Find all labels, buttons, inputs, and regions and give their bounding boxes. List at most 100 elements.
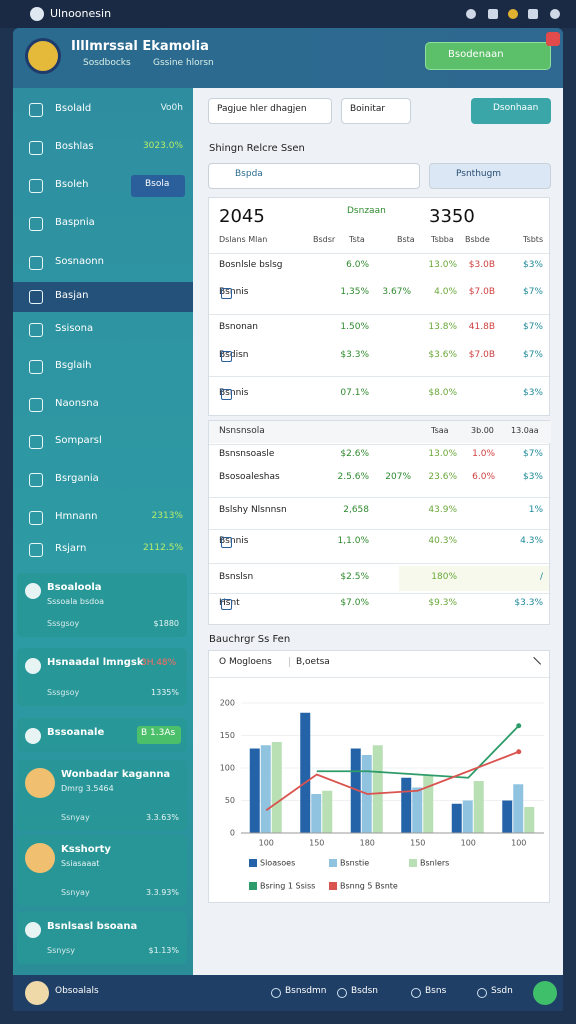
cell: 6.0% bbox=[346, 260, 369, 270]
cell: 1% bbox=[528, 505, 543, 515]
chart-tab[interactable]: O Mogloens bbox=[219, 657, 272, 667]
row-label: Bsnnis bbox=[219, 388, 249, 398]
footer-action[interactable] bbox=[533, 981, 557, 1005]
footer-item[interactable]: Bsdsn bbox=[351, 986, 378, 996]
row-label: Bsdisn bbox=[219, 350, 249, 360]
row-separator bbox=[209, 593, 551, 594]
sidebar-icon bbox=[29, 473, 43, 487]
row-label: Bsnnis bbox=[219, 287, 249, 297]
footer-item[interactable]: Obsoalals bbox=[55, 986, 99, 996]
bar bbox=[412, 787, 423, 833]
footer: Obsoalals Bsnsdmn Bsdsn Bsns Ssdn bbox=[13, 975, 563, 1011]
sidebar-item[interactable]: Bsrgania bbox=[55, 473, 99, 484]
cell: / bbox=[539, 572, 543, 582]
sidebar-card: Hsnaadal lmngsk 3H.48% Sssgsoy 1335% bbox=[17, 648, 187, 706]
chart-tab[interactable]: B,oetsa bbox=[289, 657, 330, 667]
y-tick-label: 50 bbox=[225, 796, 235, 805]
sidebar-item[interactable]: Bsolald bbox=[55, 103, 92, 114]
y-tick-label: 0 bbox=[230, 829, 235, 838]
sidebar-item[interactable]: Boshlas bbox=[55, 141, 94, 152]
card-meta-value: $1.13% bbox=[148, 946, 179, 955]
cell: 07.1% bbox=[340, 388, 369, 398]
card-title: Hsnaadal lmngsk bbox=[47, 657, 144, 668]
header-link[interactable]: Gssine hlorsn bbox=[153, 58, 214, 68]
x-tick-label: 100 bbox=[461, 839, 476, 848]
bar bbox=[372, 745, 383, 833]
dropdown-label: Pagjue hler dhagjen bbox=[217, 104, 307, 114]
close-button[interactable] bbox=[546, 32, 560, 46]
x-tick-label: 150 bbox=[410, 839, 425, 848]
column-header: Bsdsr bbox=[313, 235, 336, 244]
sidebar-item[interactable]: Naonsna bbox=[55, 398, 99, 409]
dropdown[interactable]: Pagjue hler dhagjen bbox=[208, 98, 332, 124]
cell: $3% bbox=[522, 260, 543, 270]
cell: $7.0B bbox=[468, 350, 495, 360]
row-icon bbox=[221, 288, 232, 299]
cell: $2.6% bbox=[340, 449, 369, 459]
cell: $7% bbox=[522, 287, 543, 297]
app-icon bbox=[30, 7, 44, 21]
legend-swatch bbox=[329, 882, 337, 890]
cell: $7.0B bbox=[468, 287, 495, 297]
bar bbox=[423, 774, 434, 833]
x-tick-label: 100 bbox=[259, 839, 274, 848]
card-meta-value: 1335% bbox=[151, 688, 179, 697]
card-subtitle: Ssiasaaat bbox=[61, 859, 100, 868]
toolbar-button[interactable]: Dsonhaan bbox=[471, 98, 551, 124]
legend-label: Bsnstie bbox=[340, 859, 369, 868]
cell: $3.3% bbox=[514, 598, 543, 608]
sidebar-item[interactable]: Bsoleh bbox=[55, 179, 89, 190]
cell: $7% bbox=[522, 322, 543, 332]
table-metric: 3350 bbox=[429, 206, 475, 227]
card-meta: Ssnysy bbox=[47, 946, 75, 955]
status-icon bbox=[466, 9, 476, 19]
sidebar-item[interactable]: Somparsl bbox=[55, 435, 102, 446]
sidebar-icon bbox=[29, 141, 43, 155]
footer-item[interactable]: Bsnsdmn bbox=[285, 986, 327, 996]
sidebar-item[interactable]: Bsglaih bbox=[55, 360, 92, 371]
card-avatar bbox=[25, 583, 41, 599]
sidebar-item[interactable]: Baspnia bbox=[55, 217, 95, 228]
filter-box[interactable]: Psnthugm bbox=[429, 163, 551, 189]
row-label: Bsosoaleshas bbox=[219, 472, 280, 482]
sidebar-card: Bsoaloola Sssoala bsdoa Sssgsoy $1880 bbox=[17, 573, 187, 637]
row-icon bbox=[221, 537, 232, 548]
sidebar-item[interactable]: Rsjarn bbox=[55, 543, 87, 554]
section-title: Shingn Relcre Ssen bbox=[209, 143, 305, 154]
sidebar: Bsolald Vo0h Boshlas 3023.0% Bsoleh Bsola Basp… bbox=[13, 88, 193, 975]
cell: 1.50% bbox=[340, 322, 369, 332]
card-avatar bbox=[25, 768, 55, 798]
header-button[interactable]: Bsodenaan bbox=[425, 42, 551, 70]
search-box[interactable]: Bspda bbox=[208, 163, 420, 189]
cell: 43.9% bbox=[428, 505, 457, 515]
sidebar-card: Ksshorty Ssiasaaat Ssnyay 3.3.93% bbox=[17, 835, 187, 906]
table-metric: 2045 bbox=[219, 206, 265, 227]
cell: 207% bbox=[385, 472, 411, 482]
footer-item[interactable]: Bsns bbox=[425, 986, 447, 996]
cell: $7% bbox=[522, 449, 543, 459]
sidebar-item[interactable]: Hmnann bbox=[55, 511, 98, 522]
column-header: Bsbde bbox=[465, 235, 490, 244]
sidebar-button[interactable]: Bsola bbox=[131, 175, 185, 197]
cell: 2.5.6% bbox=[337, 472, 369, 482]
sidebar-icon bbox=[29, 256, 43, 270]
dropdown[interactable]: Boinitar bbox=[341, 98, 411, 124]
row-label: Hsnt bbox=[219, 598, 240, 608]
sidebar-active bbox=[13, 282, 193, 312]
sidebar-icon bbox=[29, 290, 43, 304]
row-separator bbox=[209, 314, 551, 315]
header-link[interactable]: Sosdbocks bbox=[83, 58, 131, 68]
bar bbox=[462, 800, 473, 833]
sidebar-item[interactable]: Ssisona bbox=[55, 323, 94, 334]
tab-separator bbox=[209, 677, 551, 678]
footer-icon bbox=[411, 988, 421, 998]
footer-item[interactable]: Ssdn bbox=[491, 986, 513, 996]
card-title: Ksshorty bbox=[61, 844, 111, 855]
row-label: Bsnsnsoasle bbox=[219, 449, 275, 459]
cell: 1,1.0% bbox=[337, 536, 369, 546]
sidebar-item[interactable]: Sosnaonn bbox=[55, 256, 104, 267]
sidebar-item[interactable]: Basjan bbox=[55, 290, 89, 301]
legend-swatch bbox=[409, 859, 417, 867]
row-separator bbox=[209, 563, 551, 564]
cell: $7% bbox=[522, 350, 543, 360]
